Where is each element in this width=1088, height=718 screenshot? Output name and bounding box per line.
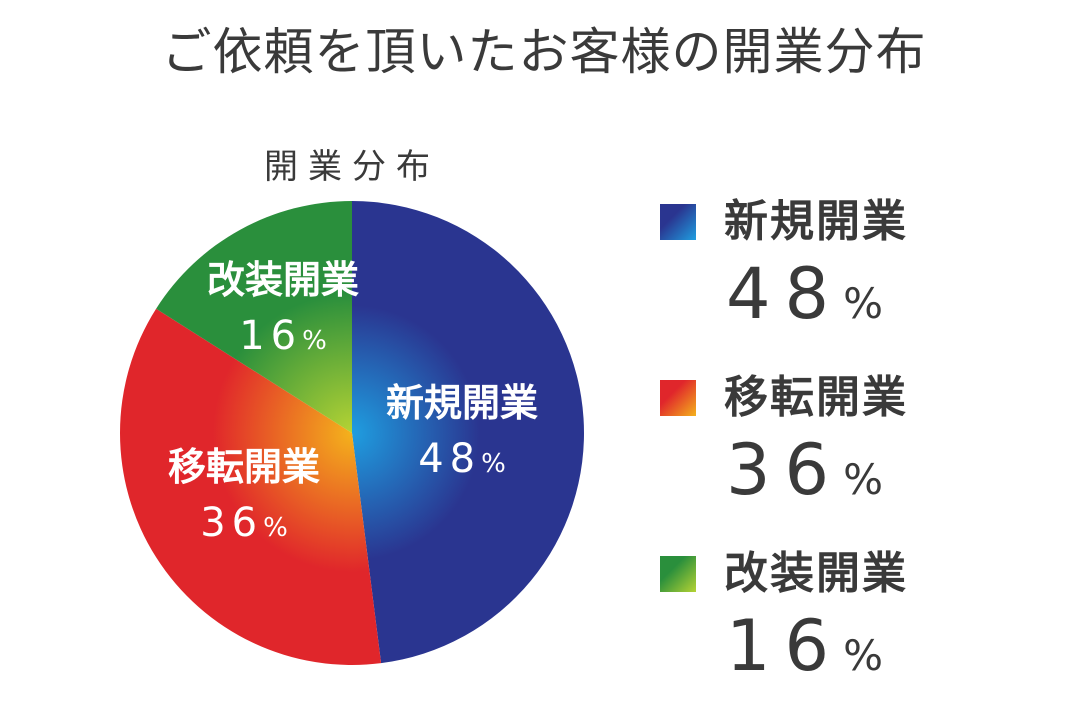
legend-value: 36% (726, 429, 883, 511)
legend-item-relocation: 移転開業 36% (660, 366, 1060, 542)
slice-value: 16% (239, 313, 327, 359)
slice-value: 36% (200, 500, 288, 546)
pie-slice (352, 201, 585, 664)
legend-label: 改装開業 (724, 548, 908, 599)
pie-slices (119, 201, 585, 665)
pie-slice (119, 308, 382, 665)
slice-label: 移転開業 (168, 445, 320, 489)
legend: 新規開業 48% 移転開業 36% 改装開業 16% (660, 190, 1060, 718)
legend-item-new: 新規開業 48% (660, 190, 1060, 366)
legend-value: 16% (726, 605, 883, 687)
legend-swatch (660, 556, 696, 592)
chart-title: 開業分布 (264, 147, 440, 187)
legend-value: 48% (726, 253, 883, 335)
legend-swatch (660, 380, 696, 416)
page-title: ご依頼を頂いたお客様の開業分布 (161, 23, 927, 81)
pie-slice-labels: 新規開業 48% 移転開業 36% 改装開業 16% (168, 258, 538, 546)
legend-item-renovation: 改装開業 16% (660, 542, 1060, 718)
legend-label: 新規開業 (724, 196, 908, 247)
legend-swatch (660, 204, 696, 240)
pie-slice (156, 201, 352, 433)
slice-label: 改装開業 (207, 258, 359, 302)
slice-value: 48% (418, 436, 506, 482)
legend-label: 移転開業 (724, 372, 908, 423)
slice-label: 新規開業 (386, 381, 538, 425)
